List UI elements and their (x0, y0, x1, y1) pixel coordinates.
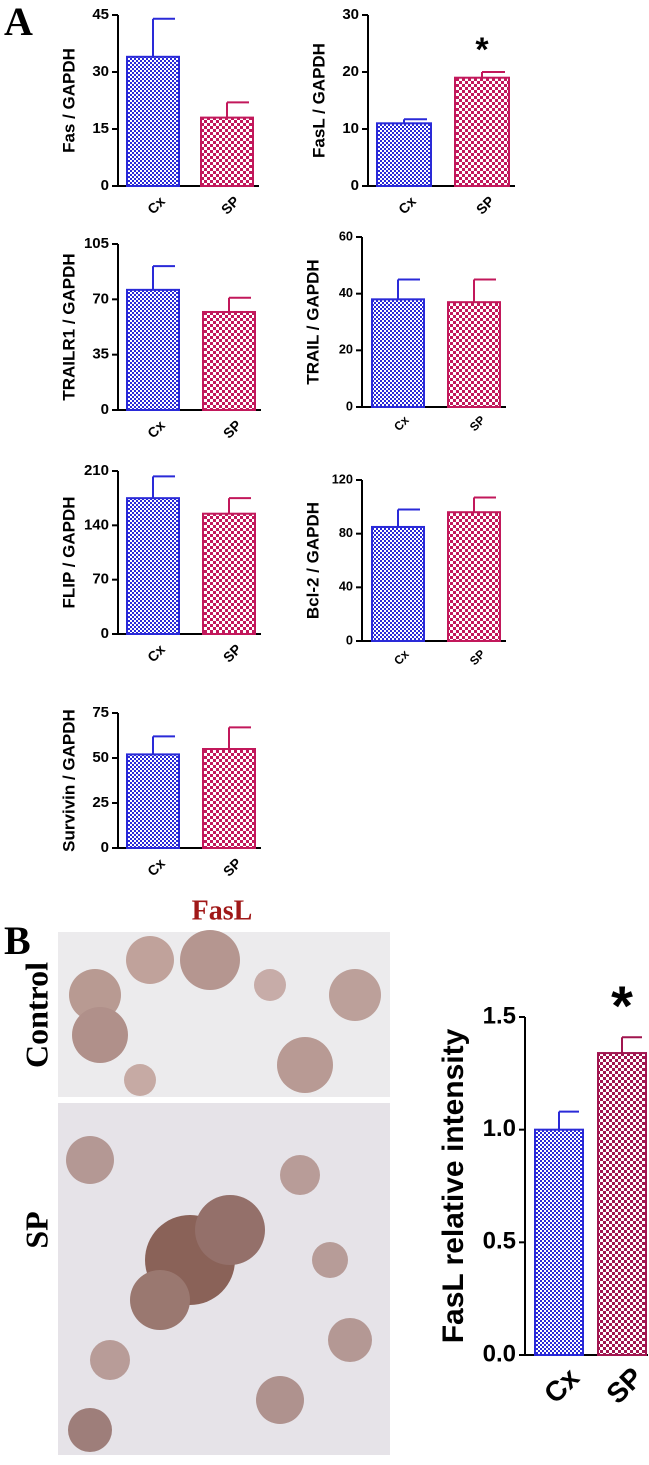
y-tick-label: 50 (92, 749, 109, 766)
bar (202, 310, 256, 412)
stain-title: FasL (192, 895, 253, 926)
y-tick-label: 75 (92, 704, 109, 721)
y-tick-label: 70 (92, 290, 109, 307)
panel-label: A (4, 0, 33, 44)
x-tick-label: SP (220, 417, 245, 442)
y-tick-label: 0 (101, 177, 109, 194)
x-tick-label: SP (473, 193, 498, 218)
row-label: SP (18, 1211, 54, 1248)
y-tick-label: 40 (339, 579, 353, 594)
y-tick-label: 0 (346, 632, 353, 647)
bar (447, 301, 501, 408)
y-axis-label: TRAIL / GAPDH (303, 259, 322, 384)
x-tick-label: Cx (391, 647, 412, 668)
bar (126, 753, 180, 850)
y-tick-label: 20 (339, 342, 353, 357)
y-tick-label: 35 (92, 346, 109, 363)
bar (597, 1052, 647, 1356)
y-tick-label: 1.5 (483, 1002, 516, 1029)
y-tick-label: 0.5 (483, 1228, 516, 1255)
bar (202, 748, 256, 849)
bar (200, 116, 254, 187)
y-axis-label: FLIP / GAPDH (59, 496, 78, 608)
x-tick-label: SP (220, 855, 245, 880)
bar (126, 288, 180, 412)
y-tick-label: 45 (92, 6, 109, 23)
x-tick-label: Cx (144, 641, 168, 665)
y-tick-label: 15 (92, 120, 109, 137)
y-tick-label: 20 (342, 63, 359, 80)
x-tick-label: Cx (144, 193, 168, 217)
y-tick-label: 0 (101, 625, 109, 642)
y-tick-label: 1.0 (483, 1115, 516, 1142)
y-tick-label: 140 (84, 516, 109, 533)
y-tick-label: 0.0 (483, 1340, 516, 1367)
y-tick-label: 30 (342, 6, 359, 23)
bar (447, 511, 501, 643)
bar (202, 512, 256, 636)
y-tick-label: 105 (84, 235, 109, 252)
annotation: * (611, 974, 633, 1037)
y-axis-label: Bcl-2 / GAPDH (303, 502, 322, 619)
y-axis-label: Fas / GAPDH (59, 48, 78, 153)
y-tick-label: 30 (92, 63, 109, 80)
y-tick-label: 0 (351, 177, 359, 194)
y-tick-label: 10 (342, 120, 359, 137)
x-tick-label: SP (218, 193, 243, 218)
y-axis-label: FasL relative intensity (437, 1028, 470, 1343)
y-tick-label: 0 (101, 839, 109, 856)
bar (454, 76, 510, 187)
y-tick-label: 80 (339, 525, 353, 540)
y-tick-label: 120 (332, 471, 353, 486)
y-axis-label: Survivin / GAPDH (59, 709, 78, 852)
x-tick-label: SP (220, 641, 245, 666)
bar (376, 122, 432, 188)
y-axis-label: TRAILR1 / GAPDH (59, 253, 78, 400)
x-tick-label: SP (467, 647, 488, 668)
x-tick-label: SP (600, 1361, 648, 1409)
bar (126, 55, 180, 187)
y-tick-label: 0 (101, 401, 109, 418)
x-tick-label: Cx (395, 193, 419, 217)
x-tick-label: Cx (144, 417, 168, 441)
y-tick-label: 60 (339, 228, 353, 243)
bar (371, 298, 425, 409)
x-tick-label: Cx (144, 855, 168, 879)
y-tick-label: 25 (92, 794, 109, 811)
panel-label: B (4, 918, 31, 963)
x-tick-label: Cx (391, 413, 412, 434)
y-tick-label: 0 (346, 398, 353, 413)
y-tick-label: 40 (339, 285, 353, 300)
x-tick-label: SP (467, 413, 488, 434)
micrograph (58, 930, 390, 1097)
bar (371, 525, 425, 642)
bar (534, 1128, 584, 1356)
micrograph (58, 1103, 390, 1455)
row-label: Control (18, 962, 54, 1068)
y-axis-label: FasL / GAPDH (309, 43, 328, 158)
y-tick-label: 210 (84, 462, 109, 479)
x-tick-label: Cx (538, 1362, 586, 1410)
annotation: * (475, 31, 489, 69)
y-tick-label: 70 (92, 571, 109, 588)
bar (126, 497, 180, 635)
